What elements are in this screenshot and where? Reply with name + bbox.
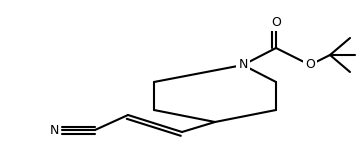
Text: O: O (305, 58, 315, 72)
Text: O: O (271, 16, 281, 30)
Text: N: N (49, 124, 59, 137)
Text: N: N (238, 58, 248, 72)
